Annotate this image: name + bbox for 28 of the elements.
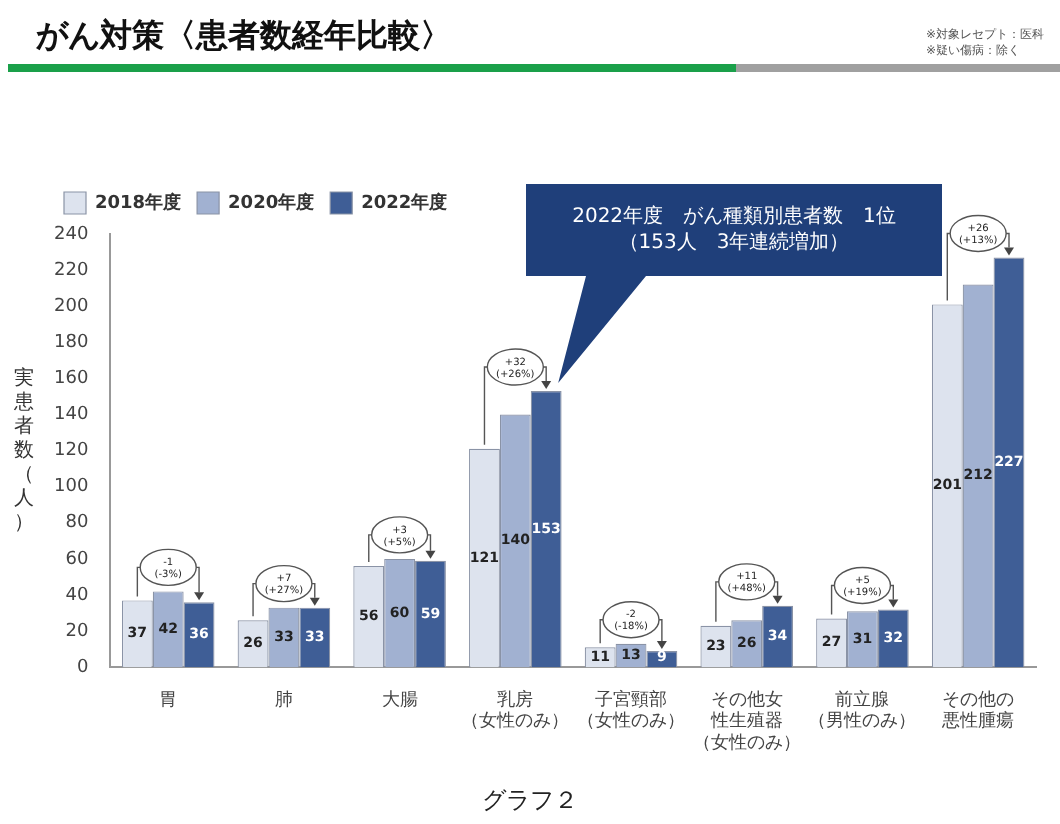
y-tick-label: 220	[53, 260, 89, 281]
x-tick-label: 胃	[159, 690, 178, 711]
y-tick-label: 240	[53, 224, 89, 245]
x-tick-label: その他女性生殖器（女性のみ）	[692, 688, 801, 754]
y-tick-label: 200	[53, 296, 89, 317]
x-tick-label: 肺	[274, 688, 293, 711]
x-tick-label: 大腸	[381, 688, 418, 711]
y-tick-label: 60	[65, 549, 89, 570]
y-tick-label: 160	[53, 369, 89, 390]
legend-label: 2022年度	[361, 191, 448, 214]
annotation: 2022年度 がん種類別患者数 1位（153人 3年連続増加）	[572, 204, 896, 256]
y-tick-label: 0	[76, 657, 89, 678]
x-tick-label: 前立腺（男性のみ）	[808, 688, 917, 733]
chart-title: がん対策〈患者数経年比較〉	[36, 16, 452, 58]
y-tick-label: 140	[53, 405, 89, 426]
y-tick-label: 20	[65, 621, 89, 642]
y-tick-label: 100	[53, 477, 89, 498]
y-tick-label: 40	[65, 585, 89, 606]
legend-label: 2020年度	[228, 191, 315, 214]
x-tick-label: その他の悪性腫瘍	[940, 688, 1015, 733]
y-tick-label: 120	[53, 441, 89, 462]
y-tick-label: 80	[65, 513, 89, 534]
legend-label: 2018年度	[95, 191, 182, 214]
x-tick-label: 子宮頸部（女性のみ）	[577, 688, 686, 733]
text: グラフ２	[480, 784, 580, 818]
x-tick-label: 乳房（女性のみ）	[461, 688, 570, 733]
y-tick-label: 180	[53, 332, 89, 353]
y-axis-title: 実患者数（人）	[12, 365, 34, 534]
